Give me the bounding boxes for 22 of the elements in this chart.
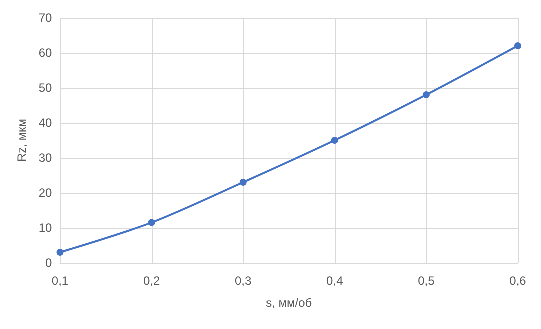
x-tick-label: 0,2 [143,274,160,288]
y-tick-label: 70 [38,11,53,25]
y-tick-label: 0 [46,256,53,270]
y-tick-label: 40 [38,116,53,130]
y-axis-title: Rz, мкм [15,118,29,162]
x-tick-label: 0,3 [235,274,252,288]
point [331,137,338,144]
point [514,42,522,50]
y-tick-label: 60 [38,46,53,60]
x-tick-label: 0,1 [52,274,69,288]
point [56,249,64,256]
point [422,92,430,98]
y-tick-label: 50 [38,81,53,95]
point [148,219,156,226]
point [240,179,247,186]
x-axis-title: s, мм/об [266,296,312,310]
x-tick-label: 0,5 [418,274,436,288]
y-tick-label: 10 [38,221,53,235]
y-tick-label: 30 [38,151,53,165]
y-tick-label: 20 [38,186,53,200]
x-tick-label: 0,6 [510,274,527,288]
x-tick-label: 0,4 [326,274,344,288]
